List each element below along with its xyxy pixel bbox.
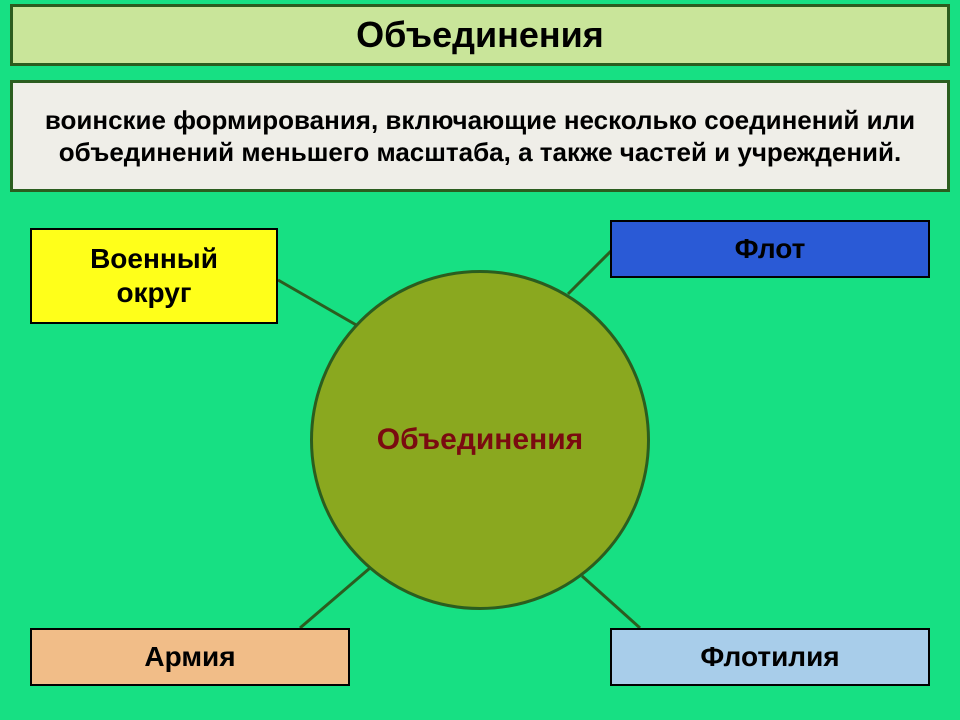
node-fleet: Флот [610,220,930,278]
definition-box: воинские формирования, включающие нескол… [10,80,950,192]
connector-line-3 [582,576,640,628]
connector-line-2 [300,568,370,628]
page-title: Объединения [10,4,950,66]
definition-text: воинские формирования, включающие нескол… [37,104,923,169]
hub-circle: Объединения [310,270,650,610]
node-flotilla: Флотилия [610,628,930,686]
node-military-district: Военный округ [30,228,278,324]
node-army: Армия [30,628,350,686]
page-title-text: Объединения [356,14,604,56]
node-army-label: Армия [144,640,235,674]
node-flotilla-label: Флотилия [700,640,839,674]
hub-circle-label: Объединения [377,423,583,457]
node-military-district-label: Военный округ [90,242,218,309]
connector-line-1 [568,250,612,294]
connector-line-0 [278,280,358,326]
node-fleet-label: Флот [735,232,806,266]
